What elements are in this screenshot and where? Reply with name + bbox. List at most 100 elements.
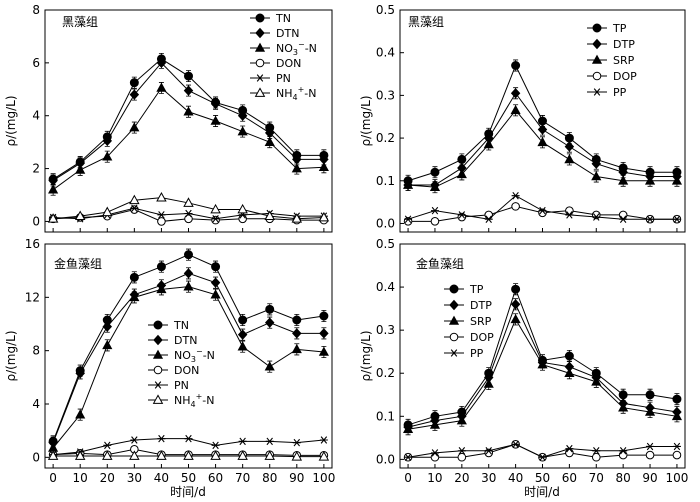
data-point — [237, 126, 248, 136]
legend-marker — [154, 381, 162, 389]
data-point — [402, 179, 414, 189]
data-point — [291, 343, 302, 354]
legend-label: DTP — [470, 299, 492, 312]
x-tick-label: 30 — [127, 471, 142, 485]
data-point — [510, 88, 521, 99]
legend-marker — [152, 394, 164, 404]
data-point — [237, 450, 248, 460]
data-point — [537, 136, 548, 147]
legend-label: DTP — [613, 38, 635, 51]
data-point — [130, 204, 139, 212]
data-point — [591, 171, 602, 181]
legend-label: PP — [613, 86, 627, 99]
data-point — [130, 205, 139, 214]
legend-label: NO3−-N — [276, 40, 317, 57]
data-point — [484, 447, 493, 455]
legend-item: DOP — [444, 331, 494, 344]
data-point — [619, 215, 628, 223]
legend-marker — [255, 27, 265, 39]
legend-item: TP — [444, 283, 484, 296]
data-point — [483, 139, 494, 149]
legend-label: DON — [276, 57, 301, 70]
data-point — [429, 419, 441, 429]
data-point — [456, 168, 467, 179]
legend-item: PP — [444, 347, 484, 360]
data-point — [238, 315, 248, 325]
panel-title: 金鱼藻组 — [416, 256, 464, 271]
y-axis-title: ρ/(mg/L) — [359, 95, 373, 146]
data-point — [402, 423, 414, 434]
data-point — [184, 250, 193, 260]
data-point — [156, 262, 166, 272]
x-tick-label: 70 — [235, 471, 250, 485]
data-point — [457, 452, 467, 462]
data-point — [238, 214, 247, 224]
y-tick-label: 8 — [32, 3, 40, 17]
y-tick-label: 8 — [32, 344, 40, 358]
data-point — [318, 346, 329, 356]
legend-marker — [450, 349, 458, 357]
x-tick-label: 0 — [404, 471, 412, 485]
data-point — [591, 158, 602, 169]
data-point — [564, 153, 575, 164]
data-point — [157, 211, 166, 219]
data-point — [318, 451, 330, 461]
data-point — [210, 98, 221, 110]
legend-label: DON — [174, 364, 199, 377]
y-tick-label: 2 — [32, 162, 40, 176]
data-point — [592, 213, 601, 221]
data-point — [319, 311, 329, 321]
legend-marker — [256, 74, 264, 82]
y-axis-title: ρ/(mg/L) — [359, 330, 373, 381]
legend-marker — [591, 54, 603, 64]
legend-item: TN — [148, 319, 189, 332]
data-point — [565, 448, 574, 458]
data-point — [292, 315, 302, 325]
series-srp — [402, 104, 683, 194]
data-point — [404, 453, 413, 461]
data-point — [184, 214, 193, 224]
legend-label: NH4+-N — [174, 392, 215, 409]
x-tick-label: 10 — [73, 471, 88, 485]
y-tick-label: 0.0 — [376, 216, 395, 230]
y-tick-label: 16 — [25, 237, 40, 251]
y-tick-label: 0.5 — [376, 237, 395, 251]
x-tick-label: 80 — [616, 471, 631, 485]
data-point — [237, 329, 248, 340]
data-point — [591, 376, 602, 386]
data-point — [511, 284, 521, 294]
series-nh4-n — [47, 450, 330, 461]
data-point — [672, 450, 682, 460]
series-tn — [48, 248, 329, 448]
data-point — [184, 209, 193, 218]
data-point — [430, 452, 440, 462]
data-point — [157, 217, 166, 226]
legend-label: DOP — [613, 70, 637, 83]
data-point — [102, 135, 113, 147]
series-tp — [403, 59, 682, 187]
data-point — [102, 339, 113, 350]
data-point — [264, 450, 275, 460]
data-point — [211, 262, 221, 272]
data-point — [457, 211, 466, 219]
data-point — [591, 452, 601, 462]
data-point — [184, 434, 193, 443]
data-point — [618, 175, 629, 185]
x-tick-label: 10 — [427, 471, 442, 485]
data-point — [644, 406, 656, 416]
data-point — [511, 61, 521, 70]
legend-marker — [255, 58, 265, 68]
y-tick-label: 0.0 — [376, 452, 395, 466]
data-point — [318, 211, 330, 222]
y-tick-label: 0.4 — [376, 46, 395, 60]
chart-panel-4: 0.0 0.1 0.2 0.3 0.4 0.5 0 10 20 30 40 50 60 70 80 90 100… — [359, 237, 688, 485]
panel-title: 金鱼藻组 — [54, 256, 102, 271]
data-point — [183, 197, 194, 207]
legend-label: NH4+-N — [276, 85, 317, 102]
data-point — [430, 206, 439, 215]
legend-marker — [592, 38, 602, 50]
legend-item: PN — [148, 379, 189, 392]
legend-item: DOP — [587, 70, 637, 83]
legend-item: DTN — [148, 334, 197, 347]
